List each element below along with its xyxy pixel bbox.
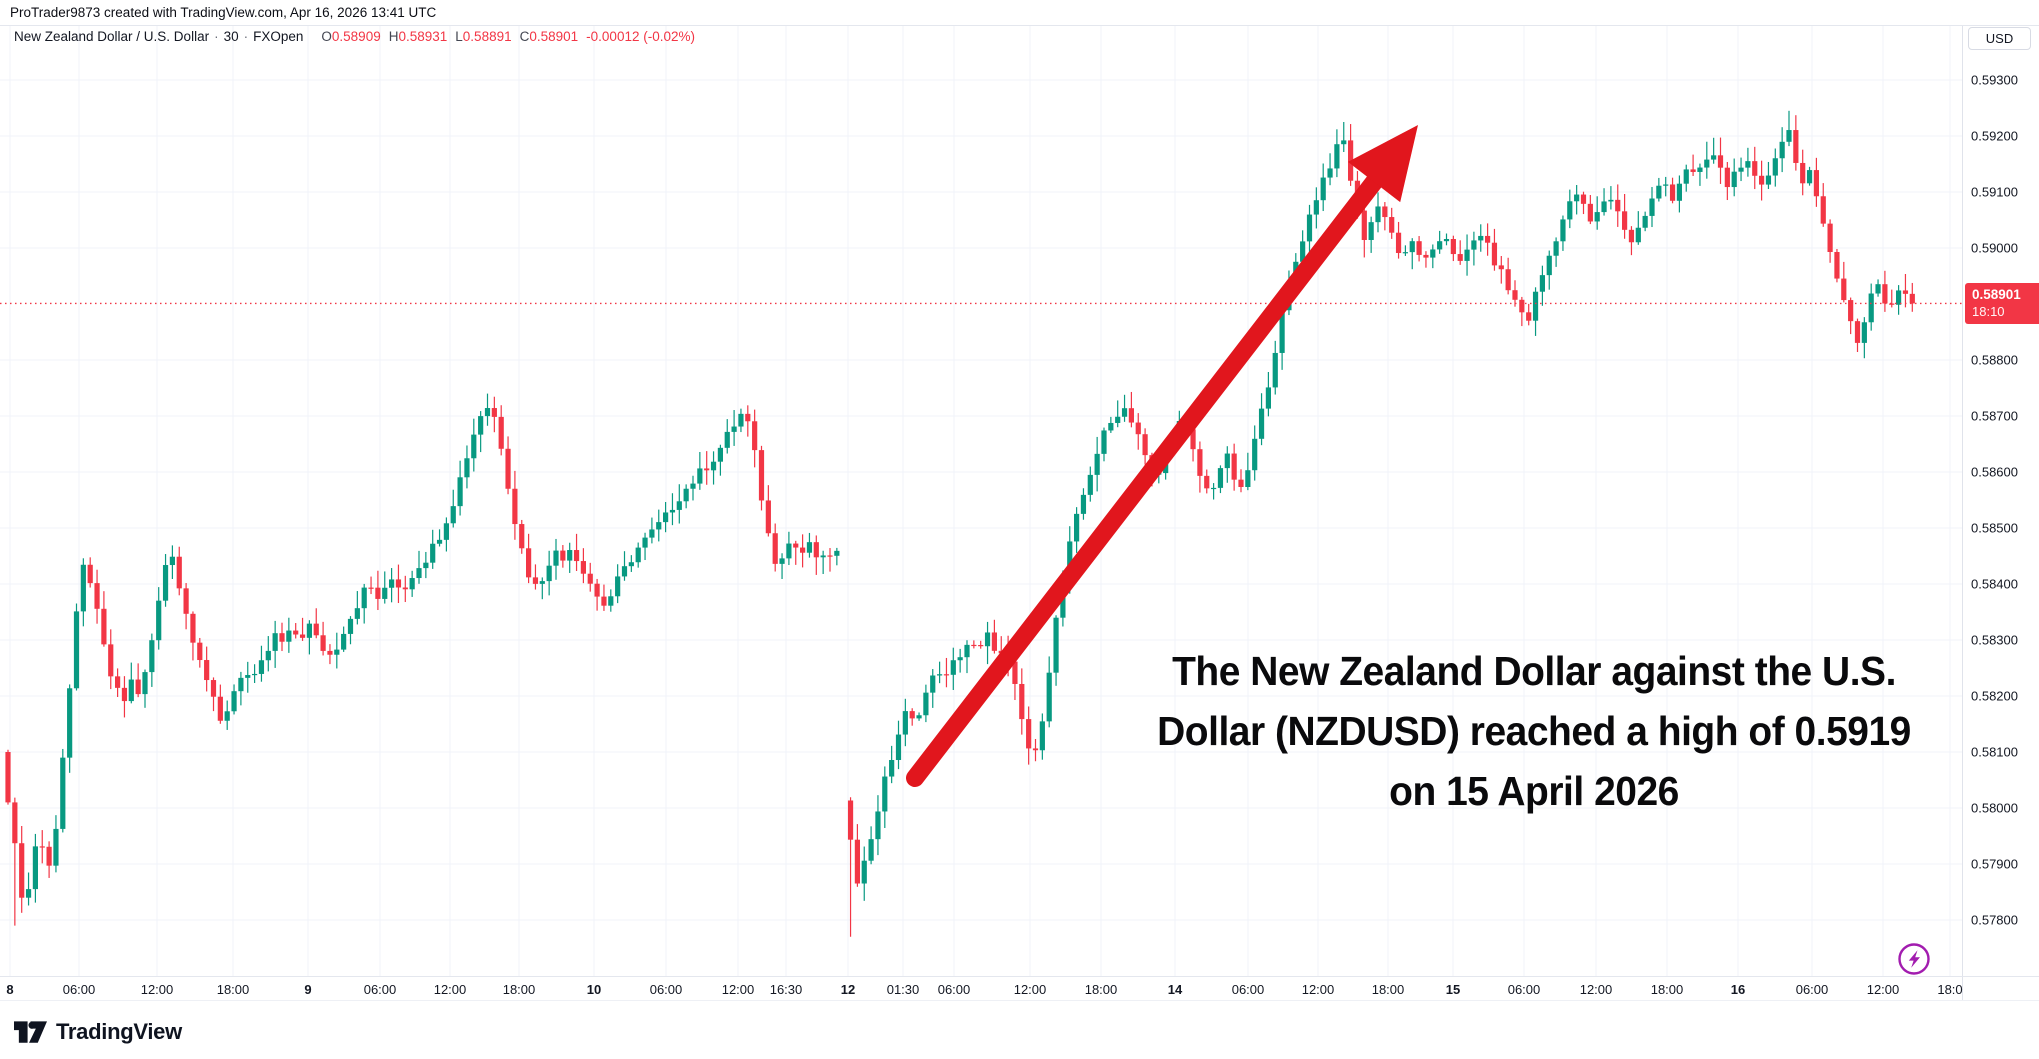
time-axis-day-label: 14 [1167,982,1183,997]
open-label: O [321,29,332,44]
time-axis-day-label: 9 [304,982,312,997]
price-axis-label: 0.58700 [1971,408,2018,424]
annotation-text[interactable]: The New Zealand Dollar against the U.S. … [1129,641,1938,821]
time-axis-label: 06:00 [937,982,971,997]
exchange-name[interactable]: FXOpen [253,29,304,44]
current-price-badge: 0.58901 18:10 [1965,283,2039,325]
legend-separator-2: · [243,29,249,44]
close-value: 0.58901 [529,29,579,44]
time-axis-label: 06:00 [649,982,683,997]
time-axis-label: 01:30 [886,982,920,997]
price-axis-label: 0.58600 [1971,464,2018,480]
header-separator [0,25,2039,26]
price-axis-label: 0.58400 [1971,576,2018,592]
time-axis-label: 12:00 [1579,982,1613,997]
price-axis-label: 0.58300 [1971,632,2018,648]
symbol-legend[interactable]: New Zealand Dollar / U.S. Dollar · 30 · FXOp… [14,29,695,44]
price-axis-label: 0.58100 [1971,744,2018,760]
lightning-icon [1898,943,1930,975]
time-axis-label: 12:00 [1301,982,1335,997]
time-axis-label: 06:00 [363,982,397,997]
time-axis-day-label: 10 [586,982,602,997]
widget-bottom-border [0,1000,2039,1001]
high-value: 0.58931 [398,29,448,44]
price-axis-label: 0.58500 [1971,520,2018,536]
ohlc-values: O0.58909 H0.58931 L0.58891 C0.58901 -0.00012… [313,29,695,44]
trend-arrow[interactable] [906,125,1418,787]
gridlines [0,26,1962,976]
interval-value[interactable]: 30 [223,29,239,44]
annotation-line-1: The New Zealand Dollar against the U.S. [1172,648,1896,694]
price-axis-label: 0.57900 [1971,856,2018,872]
price-axis-label: 0.59300 [1971,72,2018,88]
low-value: 0.58891 [462,29,512,44]
time-axis-label: 12:00 [1866,982,1900,997]
tradingview-logo-text: TradingView [56,1019,182,1044]
currency-label: USD [1985,31,2014,46]
price-axis-label: 0.57800 [1971,912,2018,928]
price-axis-label: 0.58200 [1971,688,2018,704]
open-value: 0.58909 [331,29,381,44]
price-axis-label: 0.59100 [1971,184,2018,200]
lightning-button[interactable] [1897,942,1931,976]
time-axis-label: 06:00 [1795,982,1829,997]
annotation-line-3: on 15 April 2026 [1389,768,1679,814]
tradingview-logo-icon [14,1020,47,1043]
time-axis-label: 06:00 [62,982,96,997]
time-axis-label: 12:00 [1013,982,1047,997]
time-axis-label: 18:00 [216,982,250,997]
current-price-value: 0.58901 [1972,287,2021,303]
high-label: H [388,29,399,44]
time-axis-day-label: 12 [840,982,856,997]
time-axis-label: 18:00 [1371,982,1405,997]
time-axis-label: 12:00 [721,982,755,997]
time-axis-label: 18:00 [1650,982,1684,997]
change-value: -0.00012 (-0.02%) [586,29,695,44]
close-label: C [519,29,530,44]
time-axis-label: 06:00 [1231,982,1265,997]
price-axis-label: 0.59200 [1971,128,2018,144]
time-axis-border [0,976,2039,977]
currency-unit-button[interactable]: USD [1968,27,2031,50]
bar-countdown: 18:10 [1972,304,2005,320]
symbol-title[interactable]: New Zealand Dollar / U.S. Dollar [14,29,210,44]
time-axis-day-label: 15 [1445,982,1461,997]
time-axis-label: 12:00 [433,982,467,997]
time-axis-label: 06:00 [1507,982,1541,997]
price-axis-label: 0.59000 [1971,240,2018,256]
annotation-line-2: Dollar (NZDUSD) reached a high of 0.5919 [1157,708,1911,754]
time-axis-label: 18:00 [502,982,536,997]
time-axis-label: 18:00 [1084,982,1118,997]
price-axis-label: 0.58800 [1971,352,2018,368]
price-axis-label: 0.58000 [1971,800,2018,816]
time-axis-day-label: 8 [6,982,14,997]
price-axis-border [1962,26,1963,1000]
time-axis-label: 16:30 [769,982,803,997]
tradingview-logo[interactable]: TradingView [14,1019,182,1045]
time-axis-label: 12:00 [140,982,174,997]
legend-separator: · [214,29,219,44]
time-axis-day-label: 16 [1730,982,1746,997]
credit-line: ProTrader9873 created with TradingView.c… [10,5,437,20]
time-axis-label: 18:0 [1937,982,1963,997]
low-label: L [455,29,463,44]
